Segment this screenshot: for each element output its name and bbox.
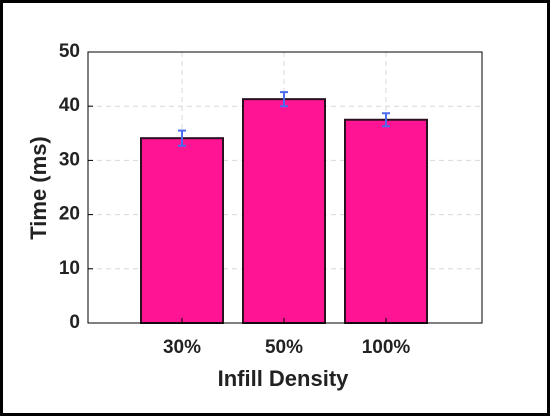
y-tick-label: 0 [69, 312, 80, 333]
bar [242, 98, 326, 324]
y-tick-label: 10 [59, 258, 80, 279]
y-tick-label: 50 [59, 41, 80, 62]
bar [140, 137, 224, 324]
x-tick-label: 30% [163, 337, 201, 358]
bar [344, 118, 428, 324]
error-bar [178, 129, 186, 147]
y-tick-label: 30 [59, 149, 80, 170]
axes-box [87, 51, 483, 324]
x-tick-label: 50% [265, 337, 303, 358]
x-axis-label: Infill Density [218, 366, 350, 391]
y-tick-label: 40 [59, 95, 80, 116]
y-axis-label: Time (ms) [26, 136, 51, 240]
x-tick-label: 100% [362, 337, 411, 358]
error-bar [382, 112, 390, 128]
y-tick-label: 20 [59, 204, 80, 225]
error-bar [280, 91, 288, 108]
